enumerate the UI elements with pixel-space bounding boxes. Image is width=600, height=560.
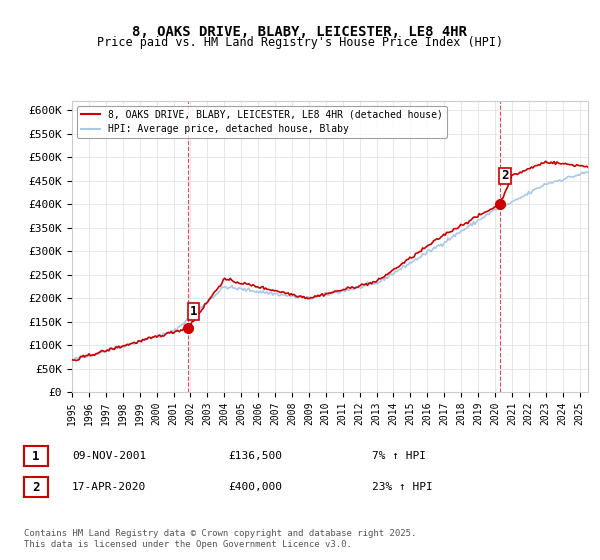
Text: 8, OAKS DRIVE, BLABY, LEICESTER, LE8 4HR: 8, OAKS DRIVE, BLABY, LEICESTER, LE8 4HR [133, 25, 467, 39]
Text: 1: 1 [32, 450, 40, 463]
Text: 09-NOV-2001: 09-NOV-2001 [72, 451, 146, 461]
Text: Price paid vs. HM Land Registry's House Price Index (HPI): Price paid vs. HM Land Registry's House … [97, 36, 503, 49]
Text: 23% ↑ HPI: 23% ↑ HPI [372, 482, 433, 492]
Text: 17-APR-2020: 17-APR-2020 [72, 482, 146, 492]
Text: 7% ↑ HPI: 7% ↑ HPI [372, 451, 426, 461]
Text: Contains HM Land Registry data © Crown copyright and database right 2025.
This d: Contains HM Land Registry data © Crown c… [24, 529, 416, 549]
Text: 2: 2 [32, 480, 40, 494]
Text: £136,500: £136,500 [228, 451, 282, 461]
Text: 1: 1 [190, 305, 197, 318]
Legend: 8, OAKS DRIVE, BLABY, LEICESTER, LE8 4HR (detached house), HPI: Average price, d: 8, OAKS DRIVE, BLABY, LEICESTER, LE8 4HR… [77, 106, 447, 138]
Text: 2: 2 [501, 170, 509, 183]
Text: £400,000: £400,000 [228, 482, 282, 492]
